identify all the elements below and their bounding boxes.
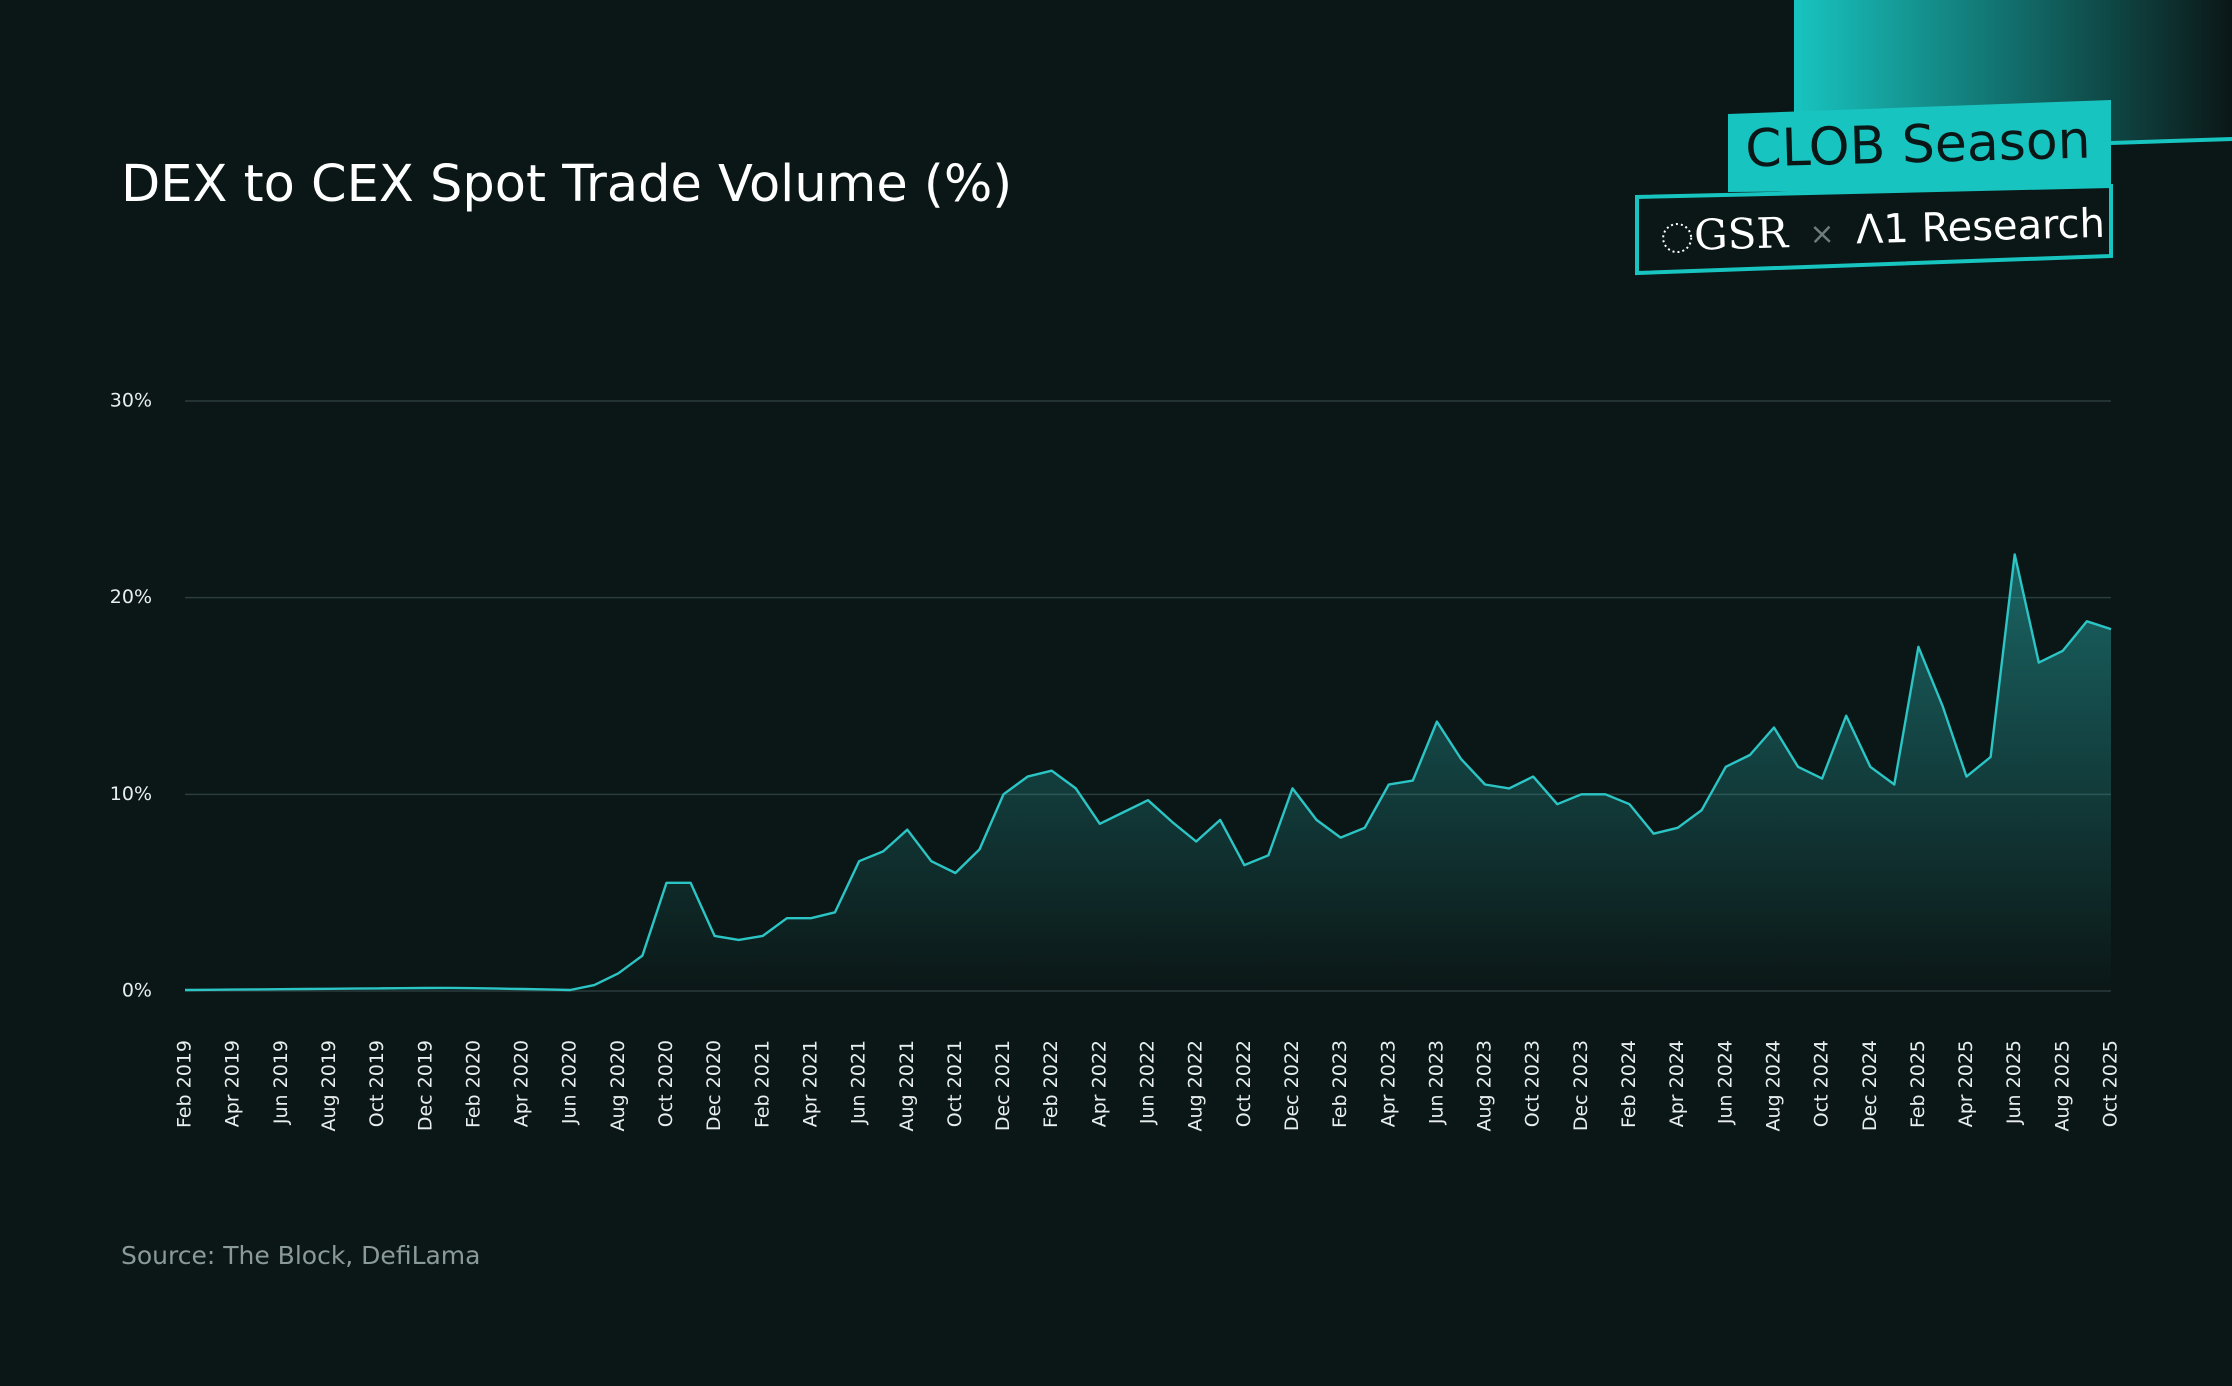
- x-tick-label: Aug 2020: [607, 1040, 629, 1132]
- x-tick-label: Feb 2022: [1040, 1040, 1062, 1128]
- x-tick-label: Aug 2023: [1474, 1040, 1496, 1132]
- x-tick-label: Dec 2021: [992, 1040, 1014, 1131]
- partner-group: GSR × Λ1 Research: [1662, 201, 2106, 260]
- badge-box: [1728, 100, 2111, 192]
- x-tick-label: Jun 2019: [270, 1040, 292, 1125]
- x-tick-label: Oct 2025: [2100, 1040, 2122, 1127]
- data-line: [184, 553, 2112, 992]
- x-tick-label: Oct 2019: [366, 1040, 388, 1127]
- area-fill: [185, 554, 2111, 991]
- x-tick-label: Oct 2021: [944, 1040, 966, 1127]
- x-tick-label: Jun 2025: [2003, 1040, 2025, 1125]
- x-tick-label: Dec 2024: [1859, 1040, 1881, 1131]
- x-tick-label: Aug 2022: [1185, 1040, 1207, 1132]
- x-tick-label: Aug 2024: [1762, 1040, 1784, 1132]
- source-note: Source: The Block, DefiLama: [121, 1241, 481, 1270]
- x-tick-label: Aug 2021: [896, 1040, 918, 1132]
- x-tick-label: Feb 2019: [174, 1040, 196, 1128]
- x-tick-label: Jun 2022: [1137, 1040, 1159, 1125]
- x-tick-label: Oct 2020: [655, 1040, 677, 1127]
- x-tick-label: Feb 2023: [1329, 1040, 1351, 1128]
- x-tick-label: Feb 2024: [1618, 1040, 1640, 1128]
- x-tick-label: Apr 2020: [511, 1040, 533, 1127]
- x-tick-label: Oct 2022: [1233, 1040, 1255, 1127]
- x-tick-label: Apr 2022: [1088, 1040, 1110, 1127]
- chart-title: DEX to CEX Spot Trade Volume (%): [121, 155, 1012, 214]
- y-tick-label: 0%: [122, 980, 152, 1002]
- x-tick-label: Dec 2019: [414, 1040, 436, 1131]
- x-tick-label: Feb 2020: [462, 1040, 484, 1128]
- y-tick-label: 20%: [110, 586, 152, 608]
- x-tick-label: Dec 2020: [703, 1040, 725, 1131]
- x-tick-label: Dec 2023: [1570, 1040, 1592, 1131]
- partner-text: GSR: [1693, 208, 1790, 259]
- gsr-icon: [1662, 223, 1693, 254]
- x-tick-label: Jun 2024: [1714, 1040, 1736, 1125]
- y-tick-label: 30%: [110, 390, 152, 412]
- x-tick-label: Apr 2021: [799, 1040, 821, 1127]
- y-tick-label: 10%: [110, 783, 152, 805]
- x-tick-label: Jun 2021: [848, 1040, 870, 1125]
- research-text: Λ1 Research: [1855, 201, 2105, 254]
- x-tick-label: Oct 2023: [1522, 1040, 1544, 1127]
- x-tick-label: Apr 2019: [222, 1040, 244, 1127]
- x-tick-label: Apr 2024: [1666, 1040, 1688, 1127]
- separator: ×: [1809, 216, 1835, 252]
- x-tick-label: Jun 2020: [559, 1040, 581, 1125]
- badge-text: CLOB Season: [1745, 110, 2092, 179]
- x-tick-label: Jun 2023: [1425, 1040, 1447, 1125]
- x-tick-label: Dec 2022: [1281, 1040, 1303, 1131]
- brand-line: [2110, 137, 2232, 145]
- x-tick-label: Apr 2025: [1955, 1040, 1977, 1127]
- x-tick-label: Oct 2024: [1811, 1040, 1833, 1127]
- x-tick-label: Aug 2025: [2051, 1040, 2073, 1132]
- x-tick-label: Feb 2021: [751, 1040, 773, 1128]
- x-tick-label: Apr 2023: [1377, 1040, 1399, 1127]
- partner-box: [1635, 183, 2113, 276]
- x-tick-label: Feb 2025: [1907, 1040, 1929, 1128]
- x-tick-label: Aug 2019: [318, 1040, 340, 1132]
